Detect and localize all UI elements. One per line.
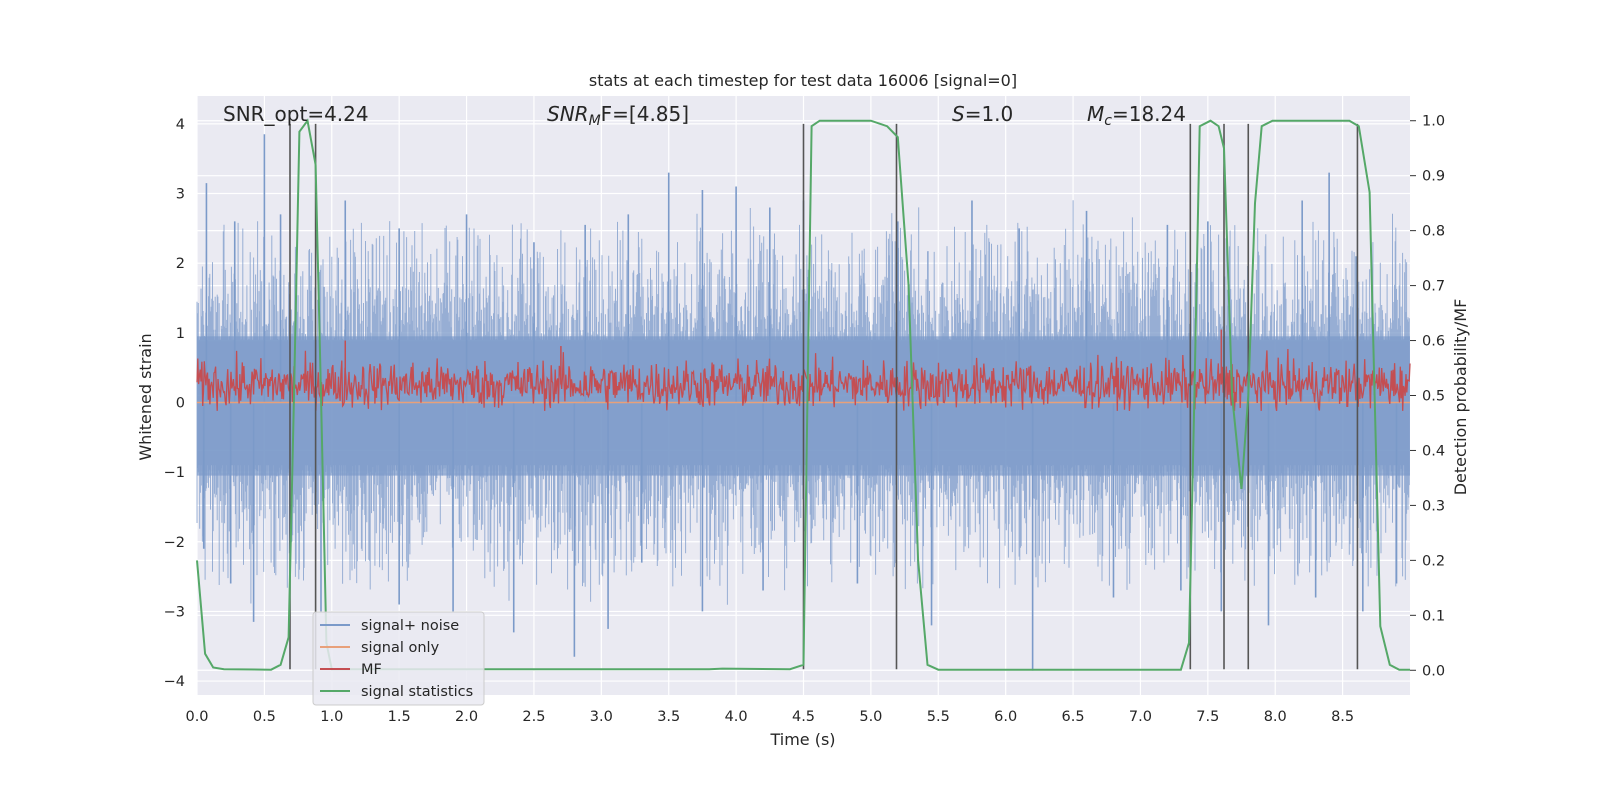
y2-tick-label-1: 0.9 [1422, 169, 1445, 185]
y2-tick-label-2: 0.8 [1422, 224, 1445, 240]
annotation-mc: Mc=18.24 [1087, 102, 1186, 129]
y2-tick-label-4: 0.6 [1422, 334, 1445, 350]
x-tick-label-6: 3.0 [590, 709, 613, 725]
annotation-mc-rest: =18.24 [1112, 102, 1186, 126]
x-tick-label-14: 7.0 [1129, 709, 1152, 725]
x-tick-label-5: 2.5 [522, 709, 545, 725]
annotation-s-rest: =1.0 [965, 102, 1014, 126]
annotation-mc-base: M [1087, 102, 1104, 126]
annotation-s: S=1.0 [952, 102, 1013, 126]
legend: signal+ noise signal only MF signal stat… [312, 611, 485, 706]
x-axis-label: Time (s) [769, 730, 835, 749]
y2-tick-label-9: 0.1 [1422, 608, 1445, 624]
y-tick-label-6: −2 [164, 535, 185, 551]
y-axis-label: Whitened strain [136, 333, 155, 460]
x-tick-label-13: 6.5 [1062, 709, 1085, 725]
x-tick-label-0: 0.0 [185, 709, 208, 725]
y2-tick-label-0: 1.0 [1422, 114, 1445, 130]
x-tick-label-2: 1.0 [320, 709, 343, 725]
y2-tick-label-6: 0.4 [1422, 443, 1445, 459]
series-signal-statistics [196, 118, 1410, 671]
y-tick-label-8: −4 [164, 674, 185, 690]
y-tick-label-3: 1 [176, 326, 185, 342]
x-tick-label-15: 7.5 [1196, 709, 1219, 725]
x-tick-label-8: 4.0 [725, 709, 748, 725]
y-tick-label-5: −1 [164, 465, 185, 481]
y-tick-label-7: −3 [164, 604, 185, 620]
y2-tick-label-7: 0.3 [1422, 498, 1445, 514]
x-tick-label-4: 2.0 [455, 709, 478, 725]
x-tick-label-11: 5.5 [927, 709, 950, 725]
annotation-snr-mf: SNRMF=[4.85] [547, 102, 689, 129]
x-tick-label-16: 8.0 [1264, 709, 1287, 725]
legend-box [312, 611, 485, 706]
x-tick-label-9: 4.5 [792, 709, 815, 725]
x-axis-ticks: 0.0 0.5 1.0 1.5 2.0 2.5 3.0 3.5 4.0 4.5 5.0 5.5 6.0 6… [185, 709, 1354, 725]
x-tick-label-1: 0.5 [253, 709, 276, 725]
y2-axis-ticks: 1.0 0.9 0.8 0.7 0.6 0.5 0.4 0.3 0.2 0.1 0.0 [1410, 114, 1445, 679]
legend-label-stats: signal statistics [361, 684, 473, 700]
annotation-mc-sub: c [1104, 113, 1112, 129]
y2-tick-label-3: 0.7 [1422, 279, 1445, 295]
legend-label-signal-only: signal only [361, 640, 440, 656]
y-tick-label-2: 2 [176, 256, 185, 272]
annotation-snr-opt: SNR_opt=4.24 [223, 102, 369, 126]
annotation-snr-mf-sub: M [589, 113, 601, 129]
annotation-snr-mf-base: SNR [547, 102, 589, 126]
x-tick-label-10: 5.0 [859, 709, 882, 725]
y2-tick-label-10: 0.0 [1422, 663, 1445, 679]
x-tick-label-7: 3.5 [657, 709, 680, 725]
annotation-s-italic: S [952, 102, 965, 126]
x-tick-label-17: 8.5 [1331, 709, 1354, 725]
legend-label-noise: signal+ noise [361, 618, 459, 634]
y2-tick-label-8: 0.2 [1422, 553, 1445, 569]
y-tick-label-0: 4 [176, 117, 185, 133]
x-tick-label-12: 6.0 [994, 709, 1017, 725]
chart-title: stats at each timestep for test data 160… [589, 71, 1017, 90]
y-tick-label-1: 3 [176, 187, 185, 203]
x-tick-label-3: 1.5 [388, 709, 411, 725]
y-axis-ticks: 4 3 2 1 0 −1 −2 −3 −4 [164, 117, 185, 690]
annotation-snr-mf-rest: F=[4.85] [601, 102, 689, 126]
y2-tick-label-5: 0.5 [1422, 389, 1445, 405]
y-tick-label-4: 0 [176, 395, 185, 411]
y2-axis-label: Detection probability/MF [1451, 299, 1470, 496]
legend-label-mf: MF [361, 662, 382, 678]
